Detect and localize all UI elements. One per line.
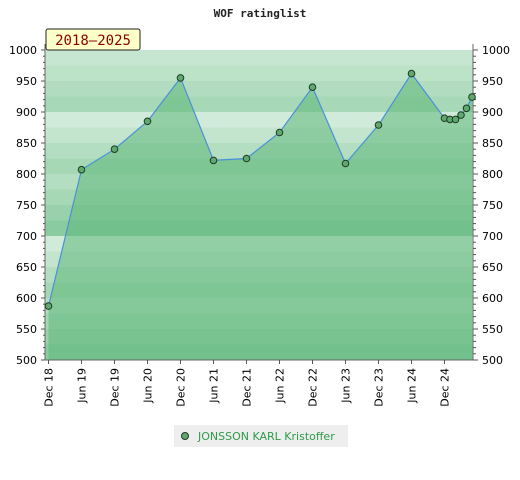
- range-box: [45, 28, 141, 51]
- band: [45, 65, 473, 81]
- x-tick-label: Jun 24: [406, 368, 419, 404]
- x-tick-label: Dec 19: [109, 368, 122, 407]
- data-point: [77, 165, 86, 174]
- y-tick-label-right: 500: [482, 354, 503, 367]
- y-tick-label-left: 1000: [9, 44, 37, 57]
- data-point: [374, 121, 383, 129]
- y-tick-label-left: 750: [16, 199, 37, 212]
- y-axis-right-labels: 500 550 600 650 700 750 800 850 900 950 1000: [482, 44, 510, 367]
- y-tick-label-right: 650: [482, 261, 503, 274]
- data-point: [209, 156, 218, 165]
- y-tick-label-right: 600: [482, 292, 503, 305]
- x-tick-label: Jun 20: [142, 368, 155, 404]
- y-tick-label-right: 1000: [482, 44, 510, 57]
- chart-title: WOF ratinglist: [214, 7, 307, 20]
- data-point: [110, 145, 119, 153]
- y-tick-label-right: 850: [482, 137, 503, 150]
- y-tick-label-left: 850: [16, 137, 37, 150]
- y-tick-label-left: 950: [16, 75, 37, 88]
- x-tick-label: Jun 23: [340, 368, 353, 404]
- data-point: [407, 69, 416, 78]
- y-tick-label-right: 900: [482, 106, 503, 119]
- legend: JONSSON KARL Kristoffer: [174, 425, 348, 447]
- data-point: [143, 117, 152, 126]
- y-tick-label-left: 900: [16, 106, 37, 119]
- x-tick-label: Jun 19: [76, 368, 89, 404]
- data-point: [462, 104, 471, 113]
- band: [45, 96, 473, 112]
- x-tick-label: Jun 22: [274, 368, 287, 404]
- y-tick-label-right: 800: [482, 168, 503, 181]
- y-tick-label-right: 950: [482, 75, 503, 88]
- data-point: [341, 159, 350, 168]
- x-tick-label: Dec 23: [373, 368, 386, 407]
- y-tick-label-left: 700: [16, 230, 37, 243]
- data-point: [451, 115, 460, 124]
- range-label: 2018–2025: [55, 33, 131, 49]
- band: [45, 81, 473, 97]
- data-point: [44, 302, 53, 310]
- x-tick-label: Dec 21: [241, 368, 254, 407]
- legend-box: [174, 425, 348, 447]
- x-tick-label: Dec 24: [439, 368, 452, 407]
- data-point: [308, 83, 317, 91]
- y-tick-label-right: 550: [482, 323, 503, 336]
- x-axis-labels: Dec 18 Jun 19 Dec 19 Jun 20 Dec 20 Jun 21 Dec …: [43, 368, 452, 407]
- x-tick-label: Jun 21: [208, 368, 221, 404]
- band: [45, 50, 473, 66]
- y-tick-label-left: 500: [16, 354, 37, 367]
- x-tick-label: Dec 18: [43, 368, 56, 407]
- data-point: [468, 93, 476, 101]
- x-tick-label: Dec 20: [175, 368, 188, 407]
- data-point: [176, 74, 185, 82]
- y-tick-label-right: 700: [482, 230, 503, 243]
- y-tick-label-right: 750: [482, 199, 503, 212]
- range-label-box: 2018–2025: [45, 28, 141, 51]
- y-tick-label-left: 550: [16, 323, 37, 336]
- y-axis-left-labels: 500 550 600 650 700 750 800 850 900 950 1000: [9, 44, 37, 367]
- data-point: [275, 128, 284, 137]
- legend-marker: [181, 432, 189, 440]
- y-tick-label-left: 600: [16, 292, 37, 305]
- data-point: [457, 111, 465, 119]
- legend-series-name: JONSSON KARL Kristoffer: [197, 430, 335, 443]
- y-tick-label-left: 800: [16, 168, 37, 181]
- x-tick-label: Dec 22: [307, 368, 320, 407]
- data-points: [44, 69, 476, 310]
- y-tick-label-left: 650: [16, 261, 37, 274]
- area-fill: [48, 73, 472, 360]
- data-point: [242, 154, 251, 163]
